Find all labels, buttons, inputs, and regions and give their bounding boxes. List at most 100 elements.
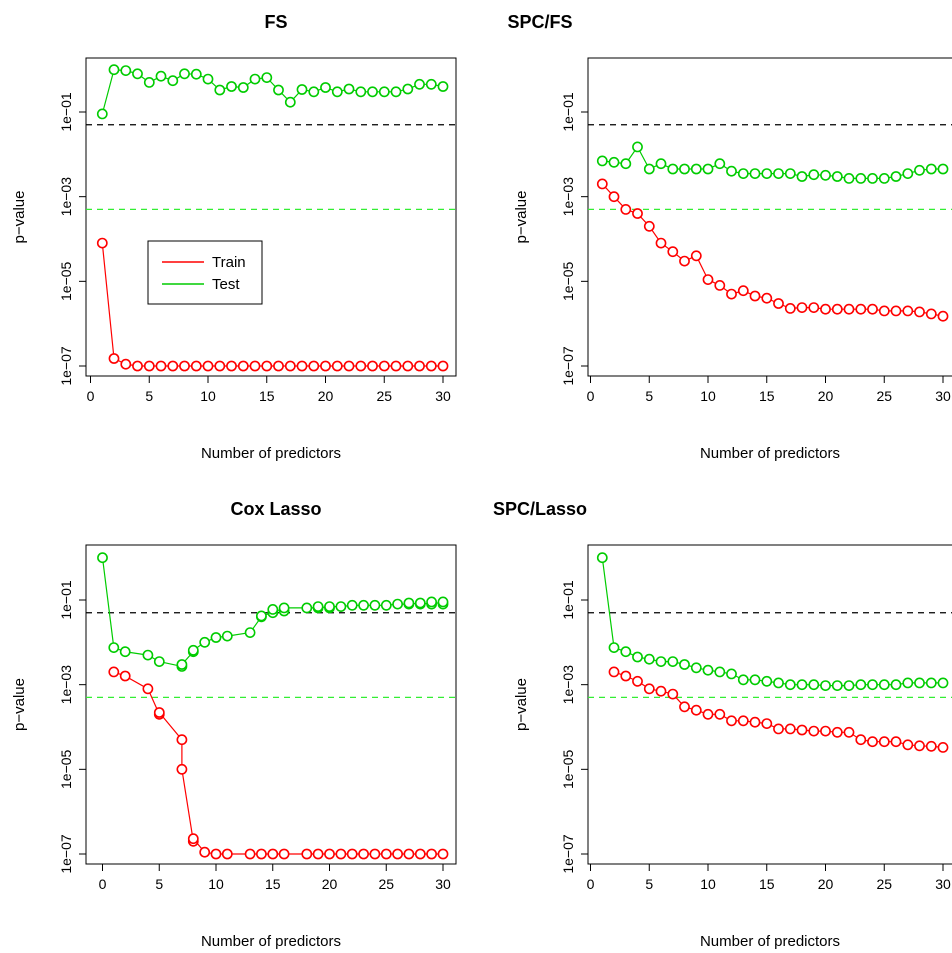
test-point bbox=[108, 642, 120, 653]
train-point bbox=[914, 306, 925, 318]
plot-frame bbox=[85, 544, 457, 865]
test-point bbox=[190, 68, 202, 80]
train-point bbox=[237, 360, 249, 372]
test-point bbox=[937, 677, 949, 689]
test-point bbox=[643, 163, 655, 175]
train-point bbox=[843, 303, 855, 315]
train-point bbox=[761, 292, 773, 304]
train-point bbox=[190, 360, 202, 372]
test-point bbox=[855, 172, 867, 184]
train-point bbox=[749, 716, 761, 728]
train-point bbox=[155, 360, 167, 372]
train-point bbox=[655, 237, 667, 249]
train-point bbox=[142, 683, 154, 695]
test-point bbox=[108, 64, 120, 76]
test-point bbox=[320, 82, 331, 93]
train-series-line bbox=[113, 671, 443, 855]
train-point bbox=[679, 255, 690, 267]
panel-cox-lasso: Cox Lasso 0 5 10 15 20 25 30 1e−07 1e−05 1e−03 1e−0… bbox=[11, 499, 457, 950]
test-point bbox=[831, 680, 843, 691]
x-tick-label: 10 bbox=[208, 876, 224, 892]
test-point bbox=[902, 677, 914, 689]
train-point bbox=[878, 736, 890, 748]
train-series-line bbox=[601, 183, 944, 317]
train-point bbox=[925, 740, 937, 752]
train-point bbox=[296, 360, 308, 372]
test-point bbox=[608, 642, 620, 653]
test-point bbox=[726, 668, 737, 680]
x-tick-label: 0 bbox=[87, 388, 95, 404]
x-tick-label: 5 bbox=[645, 876, 653, 892]
x-tick-label: 30 bbox=[935, 388, 951, 404]
train-point bbox=[643, 683, 655, 695]
test-point bbox=[655, 656, 667, 667]
y-tick-label: 1e−01 bbox=[58, 580, 74, 620]
train-point bbox=[632, 208, 643, 219]
chart-title: Cox Lasso bbox=[230, 499, 321, 519]
train-point bbox=[937, 310, 949, 322]
chart-title: FS bbox=[264, 12, 287, 32]
test-point bbox=[437, 596, 449, 608]
test-point bbox=[237, 82, 249, 93]
train-point bbox=[403, 848, 415, 860]
train-point bbox=[596, 178, 608, 190]
y-axis-label: p−value bbox=[11, 191, 28, 244]
train-point bbox=[925, 308, 937, 320]
train-point bbox=[176, 763, 188, 775]
test-point bbox=[214, 84, 226, 96]
train-point bbox=[378, 360, 390, 372]
test-point bbox=[643, 653, 655, 665]
test-point bbox=[632, 651, 643, 663]
train-point bbox=[890, 736, 902, 748]
x-tick-label: 10 bbox=[700, 388, 716, 404]
train-point bbox=[749, 290, 761, 302]
test-point bbox=[890, 171, 902, 182]
train-point bbox=[301, 848, 313, 860]
train-point bbox=[214, 360, 226, 372]
train-point bbox=[143, 360, 155, 372]
train-point bbox=[855, 734, 867, 746]
test-point bbox=[773, 168, 784, 179]
x-tick-label: 15 bbox=[759, 876, 775, 892]
train-point bbox=[831, 726, 843, 738]
train-point bbox=[187, 833, 199, 845]
panel-fs: FS 0 5 10 15 20 25 30 1e−07 1e−05 1e−03 1e−01 Number… bbox=[11, 12, 457, 462]
plot-area bbox=[588, 552, 952, 753]
x-tick-label: 25 bbox=[876, 388, 892, 404]
train-point bbox=[255, 848, 267, 860]
test-point bbox=[210, 632, 222, 643]
train-point bbox=[761, 718, 773, 729]
test-point bbox=[679, 659, 690, 670]
train-point bbox=[690, 704, 702, 716]
train-point bbox=[331, 360, 343, 372]
x-tick-label: 25 bbox=[876, 876, 892, 892]
train-point bbox=[702, 708, 714, 720]
test-point bbox=[403, 597, 415, 609]
train-point bbox=[702, 274, 714, 285]
x-tick-label: 25 bbox=[376, 388, 392, 404]
train-point bbox=[358, 848, 369, 860]
y-tick-label: 1e−01 bbox=[560, 92, 576, 132]
test-point bbox=[343, 83, 355, 95]
train-point bbox=[667, 688, 679, 700]
train-point bbox=[392, 848, 403, 860]
train-point bbox=[119, 670, 131, 682]
train-point bbox=[902, 739, 914, 751]
test-point bbox=[867, 172, 878, 184]
train-point bbox=[167, 360, 179, 372]
test-point bbox=[402, 83, 414, 95]
x-axis-label: Number of predictors bbox=[700, 933, 840, 950]
train-point bbox=[820, 725, 831, 737]
train-point bbox=[784, 302, 796, 314]
train-point bbox=[878, 305, 890, 317]
test-point bbox=[784, 168, 796, 179]
test-point bbox=[690, 163, 702, 175]
train-point bbox=[808, 302, 820, 313]
train-point bbox=[437, 360, 449, 372]
train-point bbox=[320, 360, 331, 372]
test-point bbox=[773, 677, 784, 689]
test-point bbox=[255, 610, 267, 622]
train-point bbox=[221, 848, 233, 860]
test-point bbox=[153, 656, 165, 667]
test-point bbox=[855, 679, 867, 691]
